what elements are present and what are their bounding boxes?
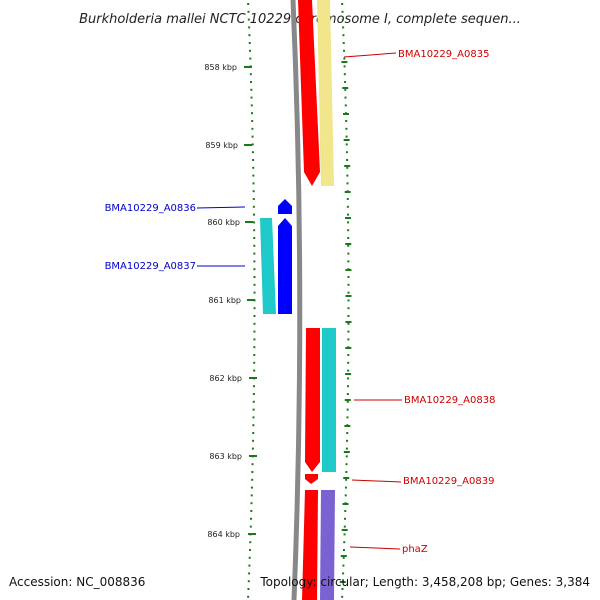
- tick-label: 859 kbp: [205, 141, 238, 150]
- cds-a0838[interactable]: [305, 328, 320, 472]
- reverse-features: [260, 199, 292, 314]
- cds-phaz[interactable]: [302, 490, 318, 600]
- gene-label-phaz[interactable]: phaZ: [402, 544, 428, 555]
- tick-label: 861 kbp: [208, 296, 241, 305]
- label-leader: [196, 206, 246, 209]
- gene-label-a0837[interactable]: BMA10229_A0837: [105, 261, 196, 272]
- tick-label: 864 kbp: [207, 530, 240, 539]
- cds-a0836[interactable]: [278, 199, 292, 214]
- accession-text: Accession: NC_008836: [9, 575, 145, 589]
- label-leader: [349, 546, 401, 550]
- cds-a0837[interactable]: [278, 218, 292, 314]
- cog-a0835[interactable]: [317, 0, 334, 186]
- label-leader: [351, 479, 402, 483]
- gene-label-a0838[interactable]: BMA10229_A0838: [404, 395, 495, 406]
- cog-phaz[interactable]: [320, 490, 335, 600]
- tick-marks: 858 kbp 859 kbp 860 kbp 861 kbp 862 kbp …: [204, 63, 257, 539]
- tick-label: 862 kbp: [209, 374, 242, 383]
- tick-label: 860 kbp: [207, 218, 240, 227]
- cog-a0838[interactable]: [322, 328, 336, 472]
- gene-label-a0839[interactable]: BMA10229_A0839: [403, 476, 494, 487]
- gene-label-a0836[interactable]: BMA10229_A0836: [105, 203, 196, 214]
- tick-label: 863 kbp: [209, 452, 242, 461]
- cds-a0835[interactable]: [298, 0, 320, 186]
- label-leader: [343, 52, 397, 58]
- tick-label: 858 kbp: [204, 63, 237, 72]
- left-gene-labels: BMA10229_A0836 BMA10229_A0837: [105, 203, 246, 272]
- gene-label-a0835[interactable]: BMA10229_A0835: [398, 49, 489, 60]
- cds-a0839[interactable]: [305, 474, 318, 484]
- cog-a0837[interactable]: [260, 218, 276, 314]
- right-gene-labels: BMA10229_A0835 BMA10229_A0838 BMA10229_A…: [343, 49, 495, 555]
- topology-summary: Topology: circular; Length: 3,458,208 bp…: [259, 575, 590, 589]
- genome-backbone: [290, 0, 303, 600]
- forward-features: [298, 0, 336, 600]
